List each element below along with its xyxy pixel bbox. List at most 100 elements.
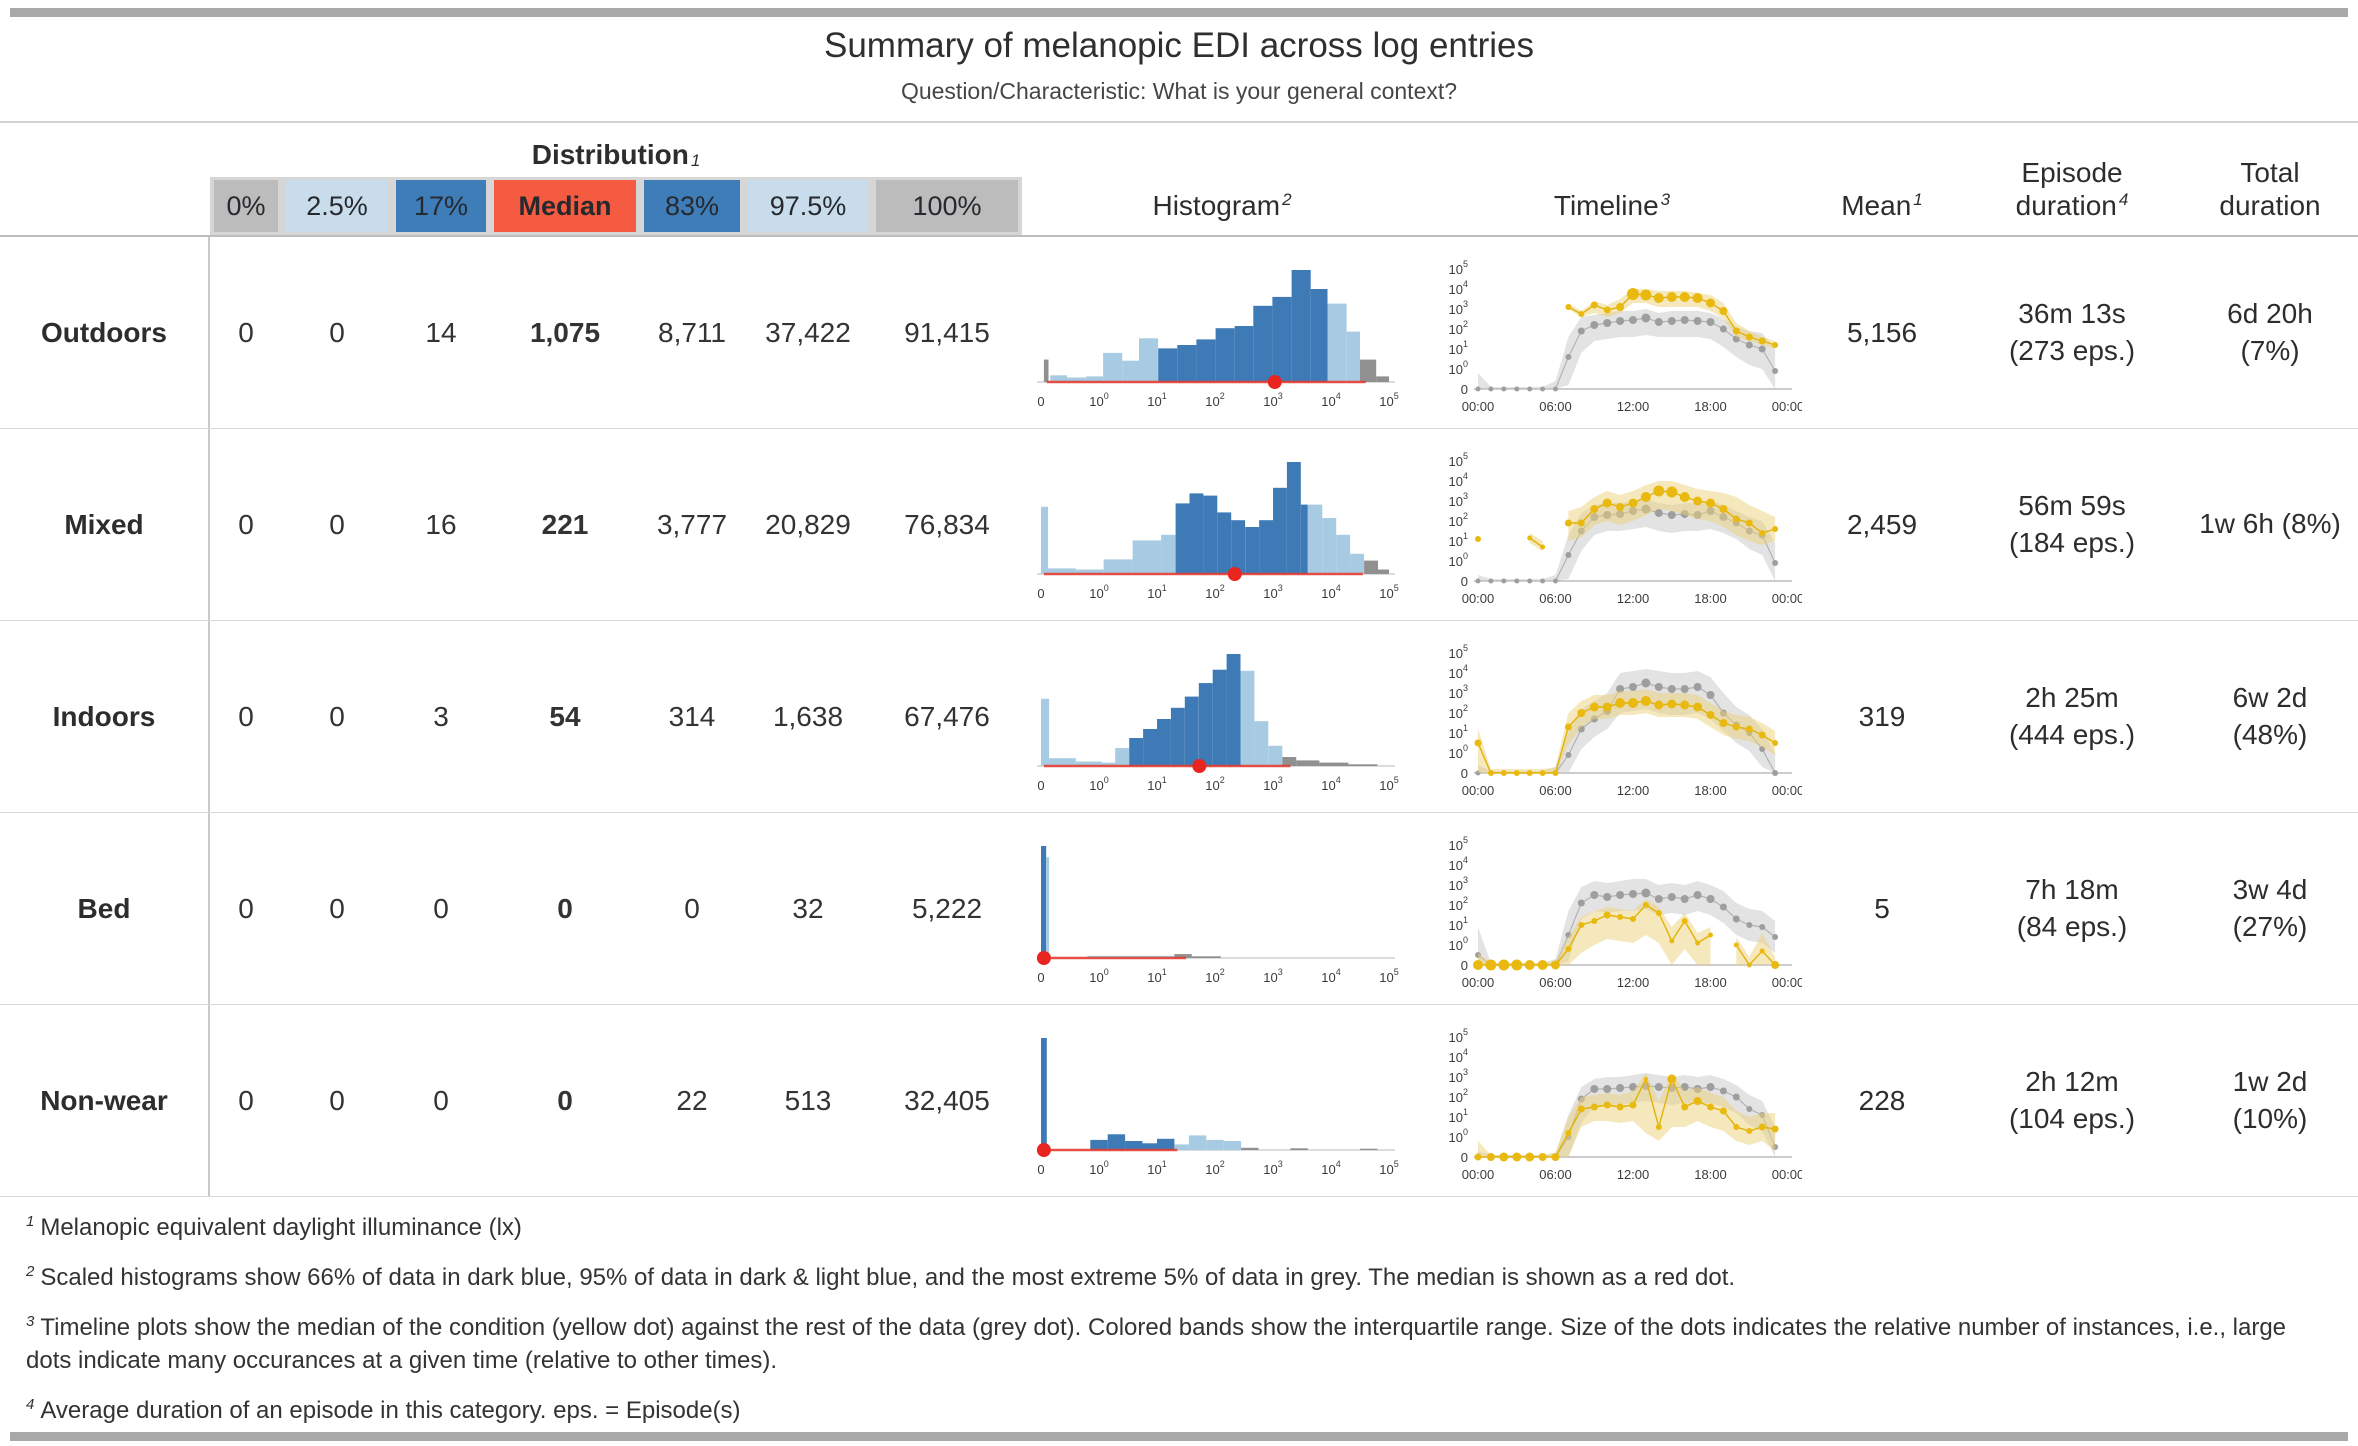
svg-text:00:00: 00:00 xyxy=(1772,783,1802,798)
svg-text:103: 103 xyxy=(1263,583,1282,601)
svg-text:104: 104 xyxy=(1449,663,1468,681)
svg-text:00:00: 00:00 xyxy=(1462,783,1495,798)
svg-text:101: 101 xyxy=(1449,915,1468,933)
svg-text:102: 102 xyxy=(1205,391,1224,409)
svg-text:00:00: 00:00 xyxy=(1772,975,1802,990)
table-row: Outdoors 0 0 14 1,075 8,711 37,422 91,41… xyxy=(0,237,2358,429)
svg-text:0: 0 xyxy=(1461,1150,1468,1165)
timeline-svg: 0 100 101 102 103 104 105 00:00 06:00 12:00 18:00 0… xyxy=(1449,259,1802,414)
svg-text:100: 100 xyxy=(1449,359,1468,377)
percentile-value-83pct: 22 xyxy=(676,1084,708,1116)
percentile-value-17pct: 0 xyxy=(433,1084,449,1116)
distribution-footnote-marker: 1 xyxy=(690,151,701,170)
svg-text:105: 105 xyxy=(1449,259,1468,277)
timeline-chart: 0 100 101 102 103 104 105 00:00 06:00 12:00 18:00 0… xyxy=(1422,431,1802,619)
bottom-divider-bar xyxy=(10,1432,2348,1441)
svg-text:105: 105 xyxy=(1379,775,1398,793)
percentile-value-2-5pct: 0 xyxy=(329,892,345,924)
percentile-chip-0pct: 0% xyxy=(214,180,278,232)
page-title: Summary of melanopic EDI across log entr… xyxy=(824,26,1534,65)
svg-text:100: 100 xyxy=(1089,967,1108,985)
svg-text:103: 103 xyxy=(1449,875,1468,893)
svg-text:06:00: 06:00 xyxy=(1539,399,1572,414)
page-subtitle: Question/Characteristic: What is your ge… xyxy=(900,78,1458,104)
svg-text:0: 0 xyxy=(1037,970,1044,985)
percentile-value-100pct: 5,222 xyxy=(911,892,983,924)
histogram-svg: 0 100 101 102 103 104 105 xyxy=(1037,653,1399,793)
svg-text:101: 101 xyxy=(1147,967,1166,985)
percentile-chip-17pct: 17% xyxy=(396,180,486,232)
histogram-chart: 0 100 101 102 103 104 105 xyxy=(1022,826,1422,992)
svg-text:18:00: 18:00 xyxy=(1694,399,1727,414)
svg-text:105: 105 xyxy=(1379,391,1398,409)
distribution-label: Distribution xyxy=(531,139,689,170)
svg-text:100: 100 xyxy=(1089,583,1108,601)
svg-text:103: 103 xyxy=(1263,967,1282,985)
svg-text:06:00: 06:00 xyxy=(1539,975,1572,990)
percentile-value-97-5pct: 20,829 xyxy=(765,508,851,540)
svg-text:103: 103 xyxy=(1263,1159,1282,1177)
mean-value: 5,156 xyxy=(1846,316,1918,348)
percentile-value-0pct: 0 xyxy=(238,892,254,924)
svg-text:102: 102 xyxy=(1449,1087,1468,1105)
svg-text:12:00: 12:00 xyxy=(1617,975,1650,990)
svg-text:105: 105 xyxy=(1379,967,1398,985)
histogram-chart: 0 100 101 102 103 104 105 xyxy=(1022,250,1422,416)
svg-text:102: 102 xyxy=(1205,1159,1224,1177)
percentile-value-83pct: 8,711 xyxy=(658,316,726,348)
svg-text:105: 105 xyxy=(1449,835,1468,853)
svg-text:104: 104 xyxy=(1321,583,1340,601)
row-label: Mixed xyxy=(0,429,210,620)
svg-text:104: 104 xyxy=(1449,855,1468,873)
svg-text:18:00: 18:00 xyxy=(1694,975,1727,990)
timeline-chart: 0 100 101 102 103 104 105 00:00 06:00 12:00 18:00 0… xyxy=(1422,815,1802,1003)
percentile-chip-2-5pct: 2.5% xyxy=(286,180,388,232)
svg-text:102: 102 xyxy=(1205,967,1224,985)
percentile-chip-median: Median xyxy=(494,180,636,232)
svg-text:18:00: 18:00 xyxy=(1694,783,1727,798)
svg-text:101: 101 xyxy=(1147,391,1166,409)
histogram-chart: 0 100 101 102 103 104 105 xyxy=(1022,442,1422,608)
timeline-chart: 0 100 101 102 103 104 105 00:00 06:00 12:00 18:00 0… xyxy=(1422,1007,1802,1195)
row-label: Bed xyxy=(0,813,210,1004)
svg-text:103: 103 xyxy=(1449,683,1468,701)
percentile-value-median: 0 xyxy=(557,892,573,924)
mean-value: 319 xyxy=(1858,700,1906,732)
mean-value: 228 xyxy=(1858,1084,1906,1116)
timeline-svg: 0 100 101 102 103 104 105 00:00 06:00 12:00 18:00 0… xyxy=(1449,643,1802,798)
svg-text:101: 101 xyxy=(1449,531,1468,549)
episode-duration: 7h 18m (84 eps.) xyxy=(2016,874,2128,942)
svg-text:18:00: 18:00 xyxy=(1694,1167,1727,1182)
footnotes: 1 Melanopic equivalent daylight illuminan… xyxy=(0,1197,2358,1428)
percentile-value-2-5pct: 0 xyxy=(329,316,345,348)
footnote-4: 4 Average duration of an episode in this … xyxy=(26,1396,741,1425)
svg-text:102: 102 xyxy=(1205,583,1224,601)
percentile-value-83pct: 0 xyxy=(684,892,700,924)
table-row: Indoors 0 0 3 54 314 1,638 67,476 0 100 10… xyxy=(0,621,2358,813)
footnote-2: 2 Scaled histograms show 66% of data in d… xyxy=(26,1263,1736,1292)
svg-text:0: 0 xyxy=(1037,586,1044,601)
svg-text:103: 103 xyxy=(1449,299,1468,317)
percentile-chip-100pct: 100% xyxy=(876,180,1018,232)
timeline-svg: 0 100 101 102 103 104 105 00:00 06:00 12:00 18:00 0… xyxy=(1449,1027,1802,1182)
svg-text:06:00: 06:00 xyxy=(1539,783,1572,798)
svg-text:0: 0 xyxy=(1037,778,1044,793)
mean-value: 5 xyxy=(1874,892,1890,924)
percentile-value-100pct: 91,415 xyxy=(904,316,990,348)
table-row: Bed 0 0 0 0 0 32 5,222 0 100 101 102 103 104 1… xyxy=(0,813,2358,1005)
table-row: Non-wear 0 0 0 0 22 513 32,405 0 100 101 10… xyxy=(0,1005,2358,1197)
histogram-chart: 0 100 101 102 103 104 105 xyxy=(1022,634,1422,800)
histogram-svg: 0 100 101 102 103 104 105 xyxy=(1037,461,1399,601)
column-header-episode-duration: Episode duration 4 xyxy=(2015,156,2129,222)
percentile-value-median: 0 xyxy=(557,1084,573,1116)
svg-text:101: 101 xyxy=(1449,1107,1468,1125)
svg-text:00:00: 00:00 xyxy=(1462,975,1495,990)
histogram-chart: 0 100 101 102 103 104 105 xyxy=(1022,1018,1422,1184)
svg-text:100: 100 xyxy=(1449,743,1468,761)
svg-text:104: 104 xyxy=(1321,391,1340,409)
svg-text:00:00: 00:00 xyxy=(1772,399,1802,414)
top-divider-bar xyxy=(10,8,2348,17)
svg-text:0: 0 xyxy=(1037,394,1044,409)
svg-text:104: 104 xyxy=(1321,775,1340,793)
